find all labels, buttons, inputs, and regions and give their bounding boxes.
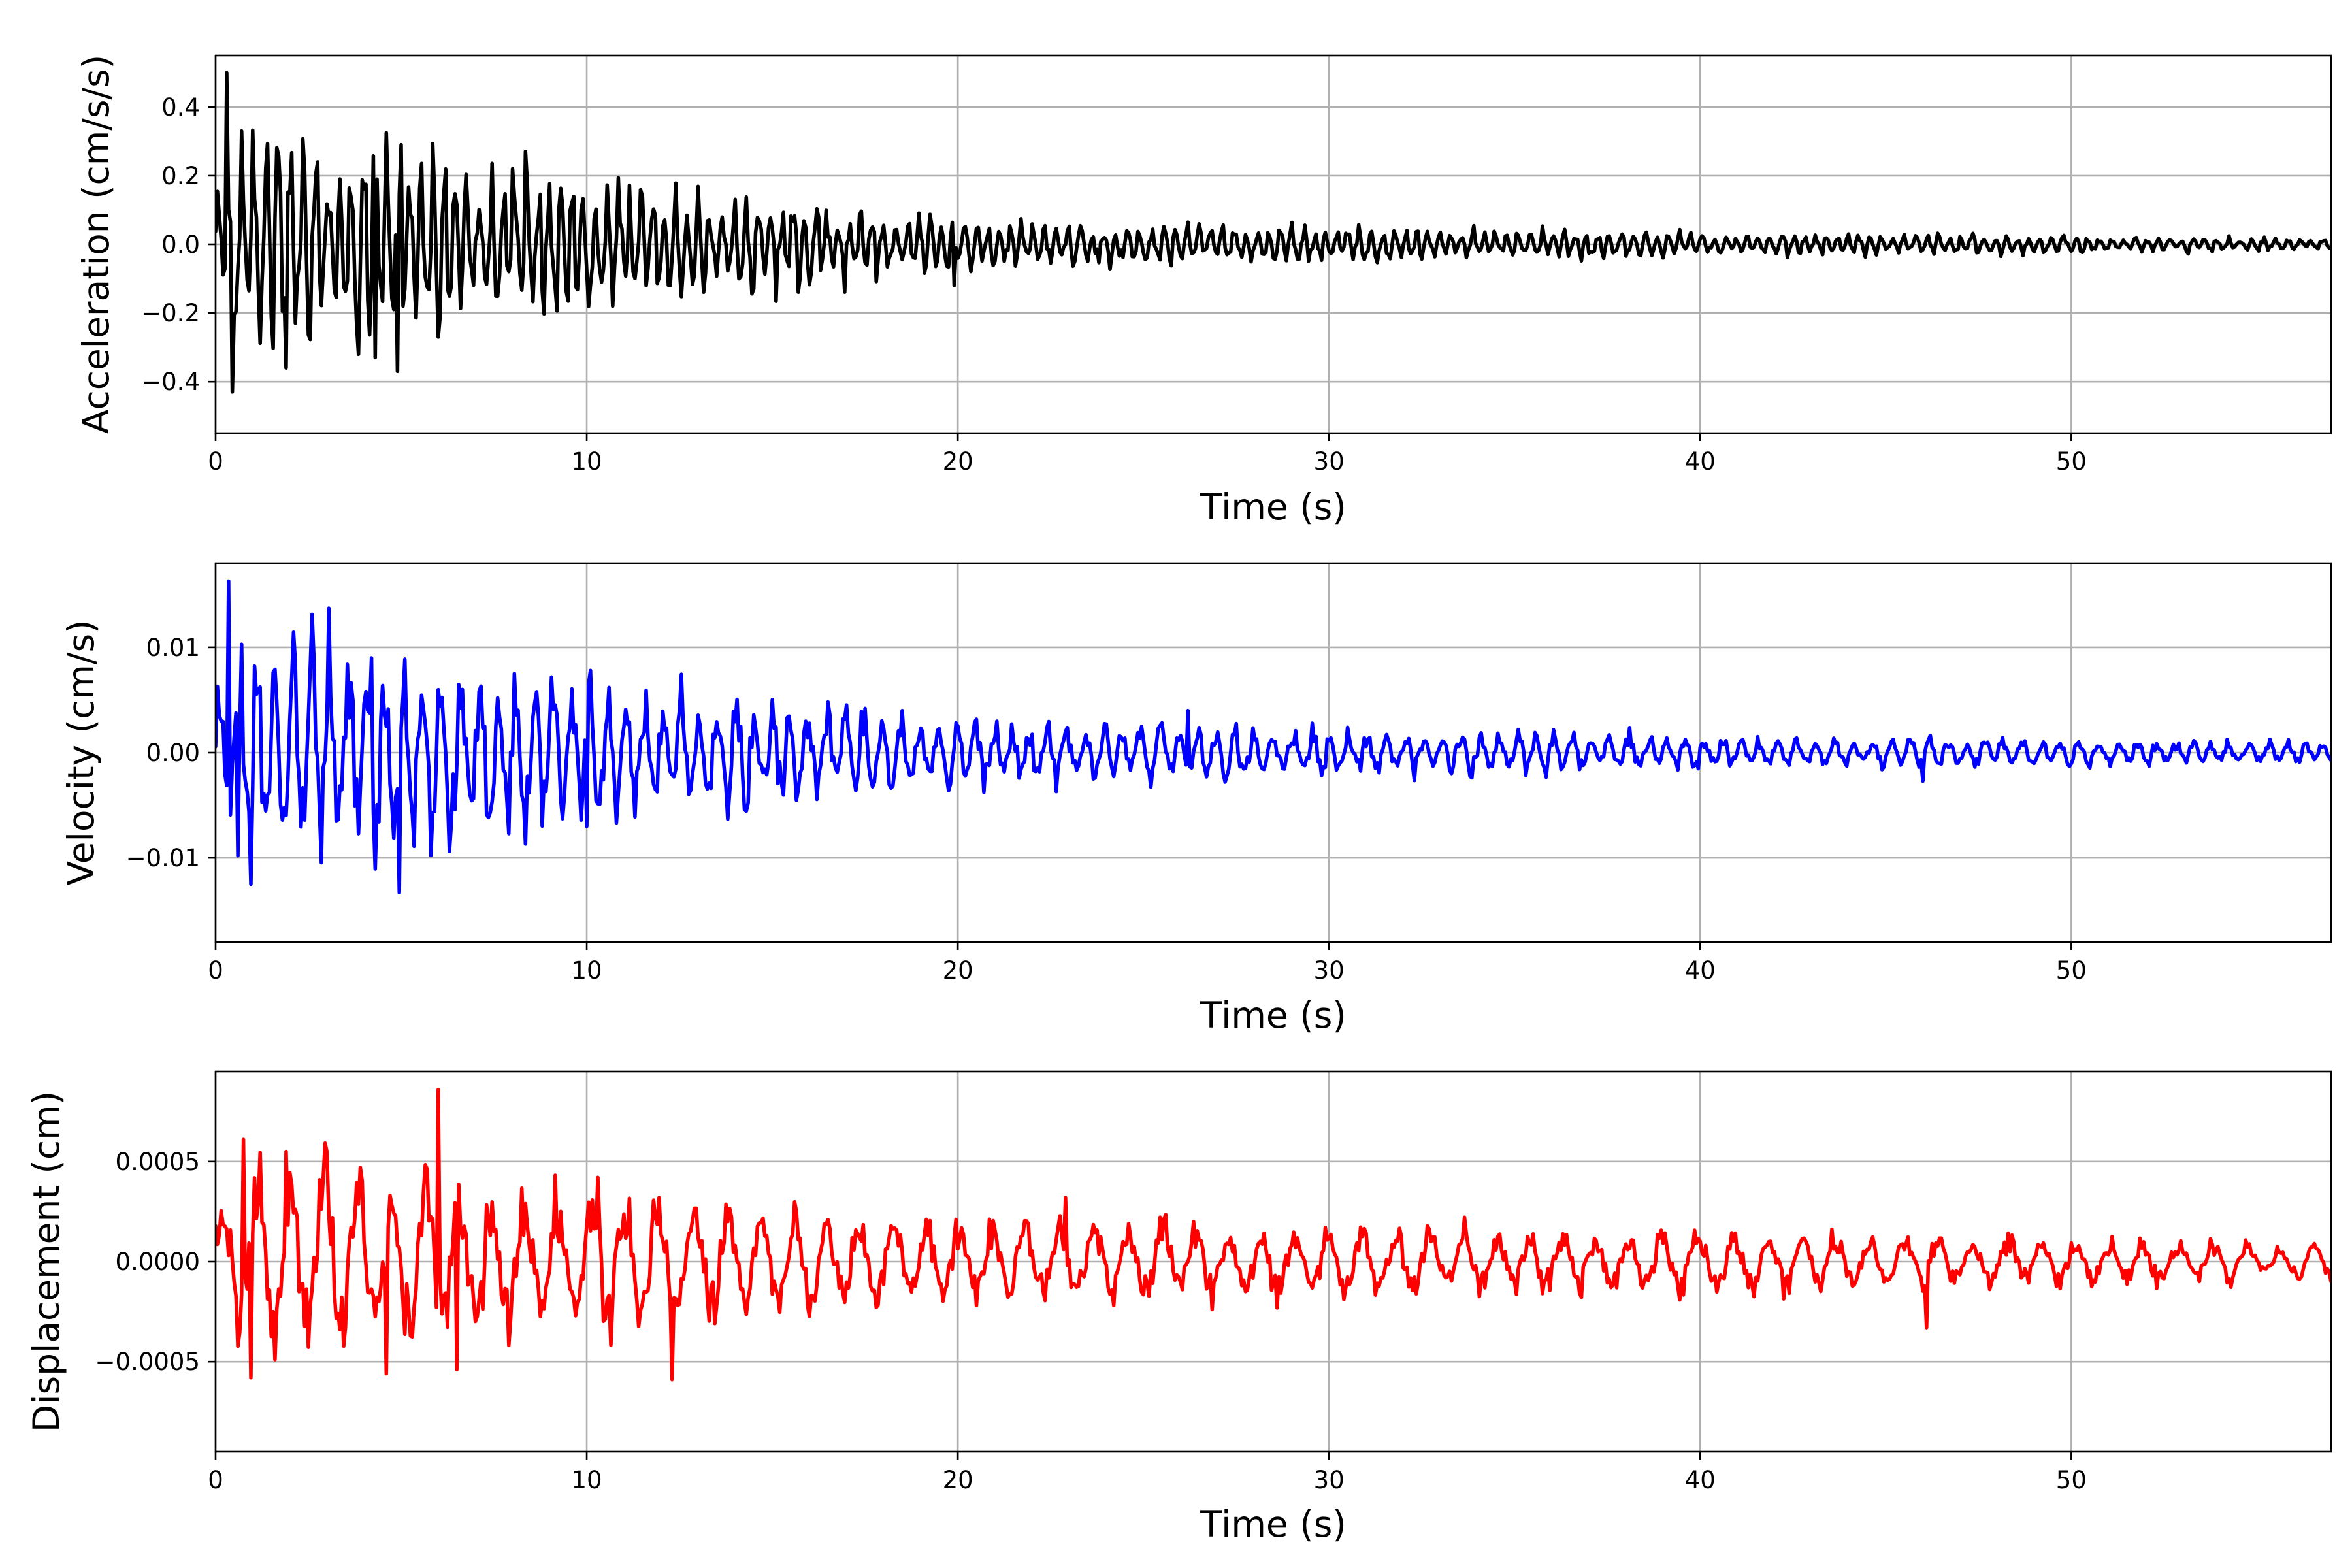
displacement-x-tick-label: 50 <box>2056 1466 2087 1494</box>
acceleration-x-tick-label: 40 <box>1685 448 1716 476</box>
velocity-x-tick-label: 10 <box>572 956 602 985</box>
displacement-y-tick-label: 0.0000 <box>116 1248 200 1276</box>
velocity-grid <box>214 563 2331 942</box>
velocity-series-line <box>216 579 2331 895</box>
displacement-x-tick-label: 0 <box>208 1466 223 1494</box>
velocity-x-tick-label: 0 <box>208 956 223 985</box>
acceleration-series-line <box>216 71 2331 394</box>
velocity-y-tick-label: −0.01 <box>126 844 200 872</box>
displacement-ticks: 0 10 20 30 40 50 −0.0005 0.0000 0.0005 <box>95 1148 2087 1494</box>
displacement-x-tick-label: 10 <box>572 1466 602 1494</box>
displacement-series-line <box>216 1087 2331 1382</box>
displacement-x-tick-label: 20 <box>943 1466 973 1494</box>
displacement-y-axis-label: Displacement (cm) <box>25 1091 67 1432</box>
acceleration-x-tick-label: 20 <box>943 448 973 476</box>
acceleration-series <box>216 71 2331 394</box>
velocity-y-tick-label: 0.01 <box>146 634 200 662</box>
acceleration-y-tick-label: −0.2 <box>141 299 200 327</box>
velocity-series <box>216 579 2331 895</box>
displacement-x-axis-label: Time (s) <box>1200 1503 1347 1545</box>
velocity-x-tick-label: 50 <box>2056 956 2087 985</box>
velocity-x-tick-label: 30 <box>1314 956 1345 985</box>
acceleration-x-axis-label: Time (s) <box>1200 486 1347 528</box>
acceleration-y-axis-label: Acceleration (cm/s/s) <box>75 55 117 434</box>
acceleration-ticks: 0 10 20 30 40 50 −0.4 −0.2 0.0 0.2 0.4 <box>141 93 2087 476</box>
velocity-x-tick-label: 40 <box>1685 956 1716 985</box>
acceleration-x-tick-label: 50 <box>2056 448 2087 476</box>
acceleration-y-tick-label: 0.2 <box>161 162 200 190</box>
velocity-panel: 0 10 20 30 40 50 −0.01 0.00 0.01 Time (s) Veloci… <box>60 562 2332 1036</box>
velocity-x-axis-label: Time (s) <box>1200 994 1347 1036</box>
acceleration-y-tick-label: 0.0 <box>161 231 200 259</box>
displacement-x-tick-label: 30 <box>1314 1466 1345 1494</box>
acceleration-x-tick-label: 30 <box>1314 448 1345 476</box>
displacement-x-tick-label: 40 <box>1685 1466 1716 1494</box>
acceleration-x-tick-label: 10 <box>572 448 602 476</box>
velocity-ticks: 0 10 20 30 40 50 −0.01 0.00 0.01 <box>126 634 2087 985</box>
displacement-y-tick-label: 0.0005 <box>116 1148 200 1176</box>
velocity-x-tick-label: 20 <box>943 956 973 985</box>
acceleration-x-tick-label: 0 <box>208 448 223 476</box>
displacement-y-tick-label: −0.0005 <box>95 1348 200 1376</box>
acceleration-y-tick-label: −0.4 <box>141 368 200 396</box>
displacement-series <box>216 1087 2331 1382</box>
velocity-y-tick-label: 0.00 <box>146 739 200 767</box>
acceleration-panel: 0 10 20 30 40 50 −0.4 −0.2 0.0 0.2 0.4 Time (s) Ac… <box>75 54 2332 528</box>
acceleration-y-tick-label: 0.4 <box>161 93 200 122</box>
velocity-y-axis-label: Velocity (cm/s) <box>60 619 102 885</box>
